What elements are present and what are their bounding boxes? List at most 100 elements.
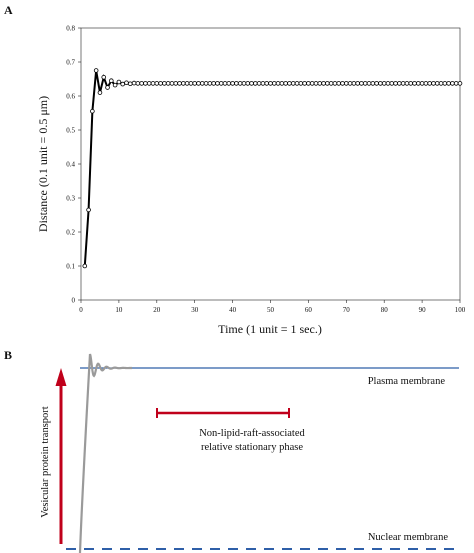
data-point <box>82 263 88 269</box>
data-point <box>283 81 288 86</box>
data-point <box>154 81 160 86</box>
transport-arrow-head <box>55 368 67 386</box>
data-point <box>112 82 118 88</box>
y-tick-label: 0.5 <box>66 127 75 135</box>
data-point <box>438 81 444 86</box>
data-point <box>412 81 417 86</box>
y-axis-title: Distance (0.1 unit = 0.5 μm) <box>36 96 50 232</box>
data-point <box>351 81 357 86</box>
data-point <box>374 81 379 86</box>
data-point <box>366 81 372 86</box>
data-point <box>218 81 224 86</box>
data-point <box>340 81 345 86</box>
data-point <box>328 81 334 86</box>
data-point <box>105 85 110 90</box>
x-tick-label: 70 <box>343 306 351 314</box>
data-point <box>431 81 436 86</box>
data-point <box>450 81 455 86</box>
data-point <box>116 79 122 85</box>
data-point <box>434 81 440 86</box>
data-point <box>290 81 296 86</box>
data-point <box>203 81 209 86</box>
data-point <box>393 81 398 86</box>
data-point <box>249 81 254 86</box>
data-point <box>97 90 103 95</box>
nuclear-membrane-label: Nuclear membrane <box>368 532 449 543</box>
data-point <box>442 81 448 86</box>
data-point <box>385 81 391 86</box>
data-point <box>234 81 239 86</box>
y-axis-ticks: 0 0.1 0.2 0.3 0.4 0.5 0.6 0.7 0.8 <box>66 25 81 305</box>
data-point <box>427 81 432 86</box>
x-tick-label: 20 <box>153 306 161 314</box>
distance-series <box>83 70 460 267</box>
x-tick-label: 40 <box>229 306 237 314</box>
phase-label-line2: relative stationary phase <box>201 442 303 453</box>
data-point <box>400 81 406 86</box>
data-point <box>192 81 198 86</box>
data-point <box>260 81 266 86</box>
data-point <box>321 81 326 86</box>
y-tick-label: 0.8 <box>66 25 75 33</box>
y-tick-label: 0.6 <box>66 93 75 101</box>
data-point <box>279 81 285 86</box>
data-point <box>245 81 251 86</box>
y-tick-label: 0.3 <box>66 195 75 203</box>
data-point <box>359 81 364 86</box>
data-point <box>184 81 190 86</box>
data-point <box>211 81 216 86</box>
y-tick-label: 0.4 <box>66 161 75 169</box>
data-point <box>207 81 213 86</box>
x-tick-label: 0 <box>79 306 83 314</box>
data-point <box>298 81 304 86</box>
data-point <box>188 81 194 86</box>
data-point <box>158 81 163 86</box>
data-point <box>381 81 387 86</box>
data-point <box>362 81 368 86</box>
data-point <box>419 81 425 86</box>
data-point <box>317 81 323 86</box>
data-point <box>389 81 395 86</box>
data-point <box>196 81 201 86</box>
data-point <box>226 81 232 86</box>
data-point <box>215 81 220 86</box>
data-point <box>306 81 311 86</box>
data-point <box>135 81 141 86</box>
series-line-path <box>83 70 460 267</box>
data-point <box>287 81 292 86</box>
data-point <box>169 81 175 86</box>
data-point <box>177 81 182 86</box>
y-tick-label: 0.2 <box>66 229 75 237</box>
y-tick-label: 0.7 <box>66 59 75 67</box>
data-point <box>101 75 107 80</box>
x-tick-label: 80 <box>381 306 389 314</box>
data-point <box>124 80 129 86</box>
data-point <box>241 81 247 86</box>
data-point <box>264 81 270 86</box>
data-point <box>408 81 414 86</box>
data-point <box>150 81 156 86</box>
data-point <box>143 81 148 86</box>
data-point <box>416 81 421 86</box>
data-point <box>127 81 133 87</box>
data-point <box>120 81 125 87</box>
data-point <box>162 81 167 86</box>
data-point <box>397 81 402 86</box>
data-point <box>294 81 300 86</box>
data-point <box>109 78 114 83</box>
data-point <box>275 81 281 86</box>
data-point <box>165 81 171 86</box>
data-point <box>370 81 376 86</box>
data-point <box>146 81 152 86</box>
data-point <box>309 81 315 86</box>
data-point <box>378 81 383 86</box>
x-tick-label: 100 <box>455 306 466 314</box>
panel-b-diagram: Plasma membrane Nuclear membrane Non-lip… <box>40 353 460 553</box>
data-point <box>336 81 342 86</box>
distance-points <box>82 68 463 269</box>
panel-a-chart: 0 10 20 30 40 50 60 70 80 90 100 00.10.20.30.40.50… <box>36 25 466 337</box>
data-point <box>230 81 235 86</box>
panel-b-letter: B <box>4 348 12 362</box>
data-point <box>222 81 228 86</box>
